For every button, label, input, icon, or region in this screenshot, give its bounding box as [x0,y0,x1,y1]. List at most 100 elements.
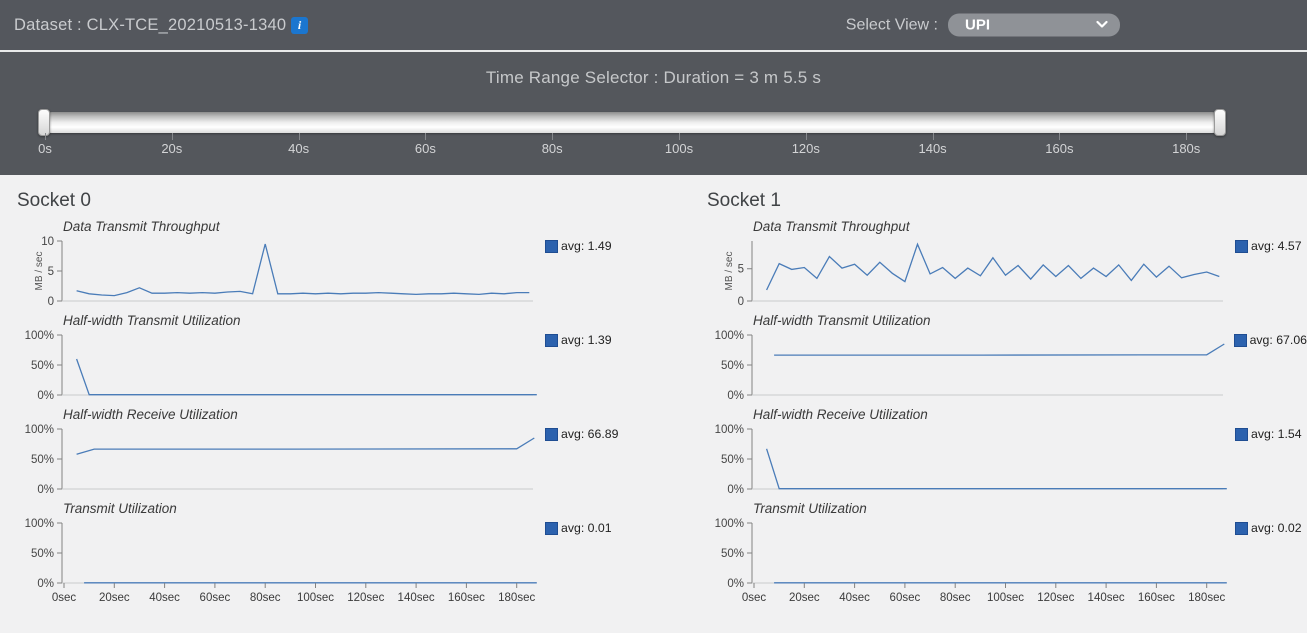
x-tick-label: 180sec [498,592,535,604]
legend: avg: 1.49 [545,239,612,253]
y-tick-label: 50% [31,548,54,560]
slider-handle-left[interactable] [38,109,50,136]
x-tick-label: 60sec [200,592,231,604]
chart-title: Half-width Receive Utilization [753,407,928,422]
chart-title: Transmit Utilization [63,501,177,516]
legend: avg: 66.89 [545,427,618,441]
slider-tick-label: 100s [664,141,694,156]
time-range-title: Time Range Selector : Duration = 3 m 5.5… [485,68,822,87]
legend-avg-value: avg: 0.01 [561,521,612,535]
app-header: Dataset : CLX-TCE_20210513-1340 i Select… [0,0,1307,50]
legend-swatch-icon [1235,239,1248,253]
socket-0-title: Socket 0 [17,190,91,211]
series-line [765,448,1227,490]
legend: avg: 1.39 [545,333,612,347]
slider-tick-label: 180s [1172,141,1201,156]
x-tick-label: 140sec [398,592,435,604]
x-tick-label: 120sec [347,592,384,604]
chart-title: Half-width Transmit Utilization [63,313,241,328]
header-right: Select View : UPI [845,13,1120,37]
x-tick-label: 100sec [987,592,1024,604]
slider-tick-mark [171,133,173,140]
slider-tick-mark [552,133,554,140]
line-chart: 100% 50% 0% [715,424,1227,493]
x-tick-label: 40sec [839,592,870,604]
legend-swatch-icon [545,427,558,441]
time-range-panel: Time Range Selector : Duration = 3 m 5.5… [0,50,1307,175]
y-tick-label: 5 [738,264,744,276]
legend-avg-value: avg: 1.54 [1251,427,1302,441]
chart-title: Data Transmit Throughput [63,219,220,234]
slider-tick-label: 60s [414,141,436,156]
chart-title: Half-width Receive Utilization [63,407,238,422]
view-select-dropdown[interactable]: UPI [948,13,1120,37]
slider-tick-label: 160s [1045,141,1074,156]
slider-tick-label: 140s [918,141,947,156]
y-tick-label: 50% [721,548,744,560]
chart-s0-halfwidth-receive-utilization: Half-width Receive Utilization 100% 50% 0%… [0,407,660,493]
x-tick-label: 160sec [1138,592,1175,604]
dataset-title: Dataset : CLX-TCE_20210513-1340 [14,15,287,34]
y-axis-label: MB / sec [34,252,45,291]
legend-avg-value: avg: 1.39 [561,333,612,347]
legend-swatch-icon [545,521,558,535]
chart-s1-data-transmit-throughput: Data Transmit Throughput 5 0 MB / sec avg:… [690,219,1307,305]
y-tick-label: 0% [37,484,54,493]
y-tick-label: 100% [715,518,744,530]
time-range-slider-track[interactable] [42,112,1222,133]
y-tick-label: 10 [41,236,54,248]
chart-s0-halfwidth-transmit-utilization: Half-width Transmit Utilization 100% 50% 0… [0,313,660,399]
socket-1-title: Socket 1 [707,190,781,211]
y-tick-label: 100% [715,424,744,436]
series-line [76,243,530,297]
legend-swatch-icon [1233,333,1247,347]
select-view-label: Select View : [845,16,938,33]
y-tick-label: 0% [727,484,744,493]
y-tick-label: 50% [31,454,54,466]
series-line [76,437,535,455]
y-axis-label: MB / sec [724,252,735,291]
legend-avg-value: avg: 4.57 [1251,239,1302,253]
slider-tick-mark [425,133,427,140]
x-tick-label: 120sec [1037,592,1074,604]
chart-s0-transmit-utilization: Transmit Utilization 100% 50% 0% 0sec 20sec 4… [0,501,660,605]
chart-s1-halfwidth-receive-utilization: Half-width Receive Utilization 100% 50% 0%… [690,407,1307,493]
chart-title: Half-width Transmit Utilization [753,313,931,328]
slider-tick-label: 0s [38,141,52,156]
chart-title: Data Transmit Throughput [753,219,910,234]
y-tick-label: 0% [727,390,744,399]
legend-swatch-icon [1235,427,1248,441]
slider-tick-label: 80s [541,141,563,156]
slider-tick-mark [932,133,934,140]
y-tick-label: 0% [727,578,744,590]
x-tick-label: 80sec [250,592,281,604]
line-chart: 10 5 0MB / sec [34,236,533,305]
legend: avg: 0.02 [1235,521,1302,535]
legend-avg-value: avg: 67.06 [1249,333,1307,347]
dataset-label: Dataset : CLX-TCE_20210513-1340 i [14,15,309,35]
series-line [766,242,1220,291]
y-tick-label: 0% [37,390,54,399]
slider-tick-mark [1186,133,1188,140]
line-chart: 5 0MB / sec [724,241,1223,305]
x-tick-label: 60sec [890,592,921,604]
x-tick-label: 180sec [1188,592,1225,604]
chart-s0-data-transmit-throughput: Data Transmit Throughput 10 5 0 MB / sec av… [0,219,660,305]
line-chart: 100% 50% 0% [25,330,537,399]
y-tick-label: 100% [25,330,54,342]
legend: avg: 4.57 [1235,239,1302,253]
series-line [774,343,1225,356]
x-tick-label: 0sec [52,592,77,604]
x-tick-label: 80sec [940,592,971,604]
legend: avg: 1.54 [1235,427,1302,441]
slider-handle-right[interactable] [1214,109,1226,136]
socket-0-panel: Socket 0 Data Transmit Throughput 10 5 0 MB… [0,175,660,613]
info-icon[interactable]: i [291,16,309,34]
x-tick-label: 20sec [99,592,130,604]
y-tick-label: 50% [721,360,744,372]
y-tick-label: 0 [48,296,54,305]
slider-tick-mark [805,133,807,140]
y-tick-label: 50% [721,454,744,466]
line-chart: 100% 50% 0% [25,424,535,493]
slider-tick-mark [679,133,680,140]
